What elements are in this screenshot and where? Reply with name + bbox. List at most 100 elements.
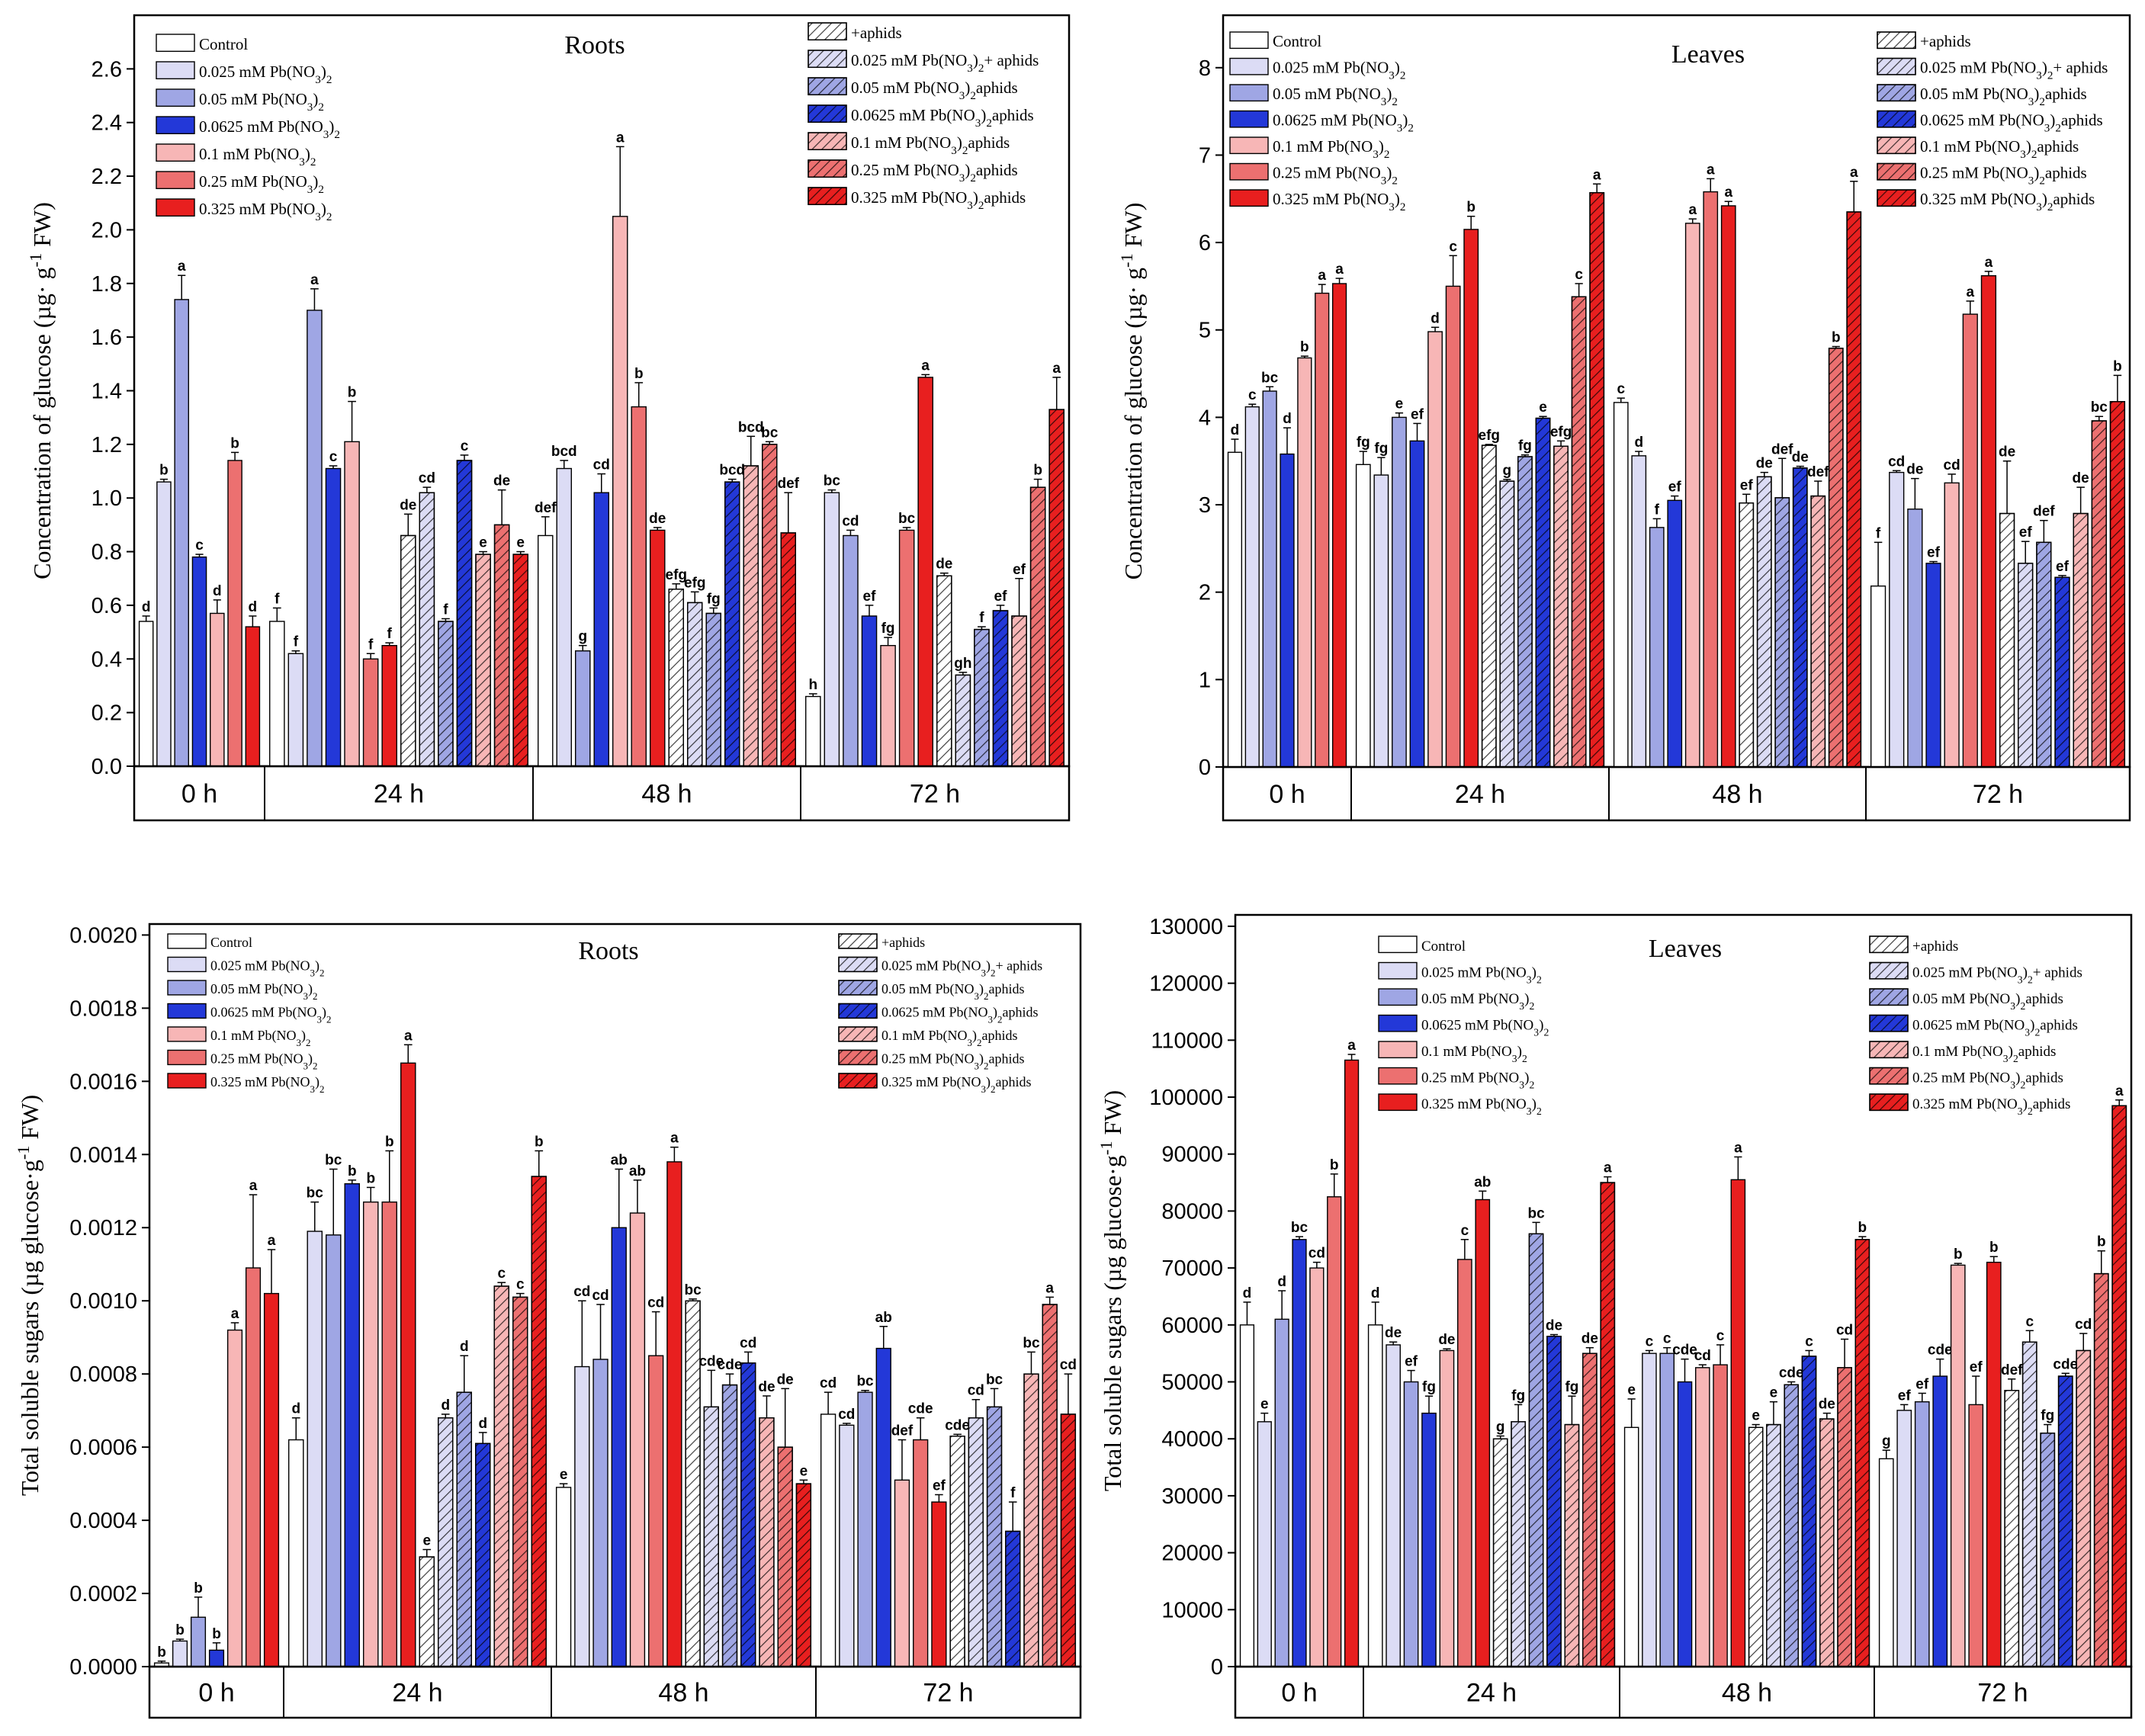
significance-label: ef — [1898, 1388, 1912, 1404]
bar — [381, 1201, 398, 1667]
legend-swatch — [1229, 189, 1269, 207]
y-tick-label: 20000 — [1161, 1542, 1223, 1566]
bar — [1649, 527, 1665, 768]
time-label: 48 h — [1722, 1679, 1772, 1708]
bar-hatch — [438, 621, 454, 767]
significance-label: e — [479, 535, 487, 551]
bar — [1439, 1349, 1455, 1667]
legend-label: 0.0625 mM Pb(NO3)2 — [199, 117, 340, 141]
y-tick-label: 0.0004 — [69, 1509, 137, 1533]
significance-label: e — [1539, 400, 1547, 416]
legend-swatch — [1378, 1014, 1418, 1032]
significance-label: ef — [1405, 1354, 1418, 1370]
bar — [556, 467, 573, 767]
bar-hatch — [685, 1300, 701, 1667]
significance-label: c — [1449, 239, 1457, 255]
time-label: 0 h — [198, 1679, 234, 1708]
y-tick-label: 8 — [1199, 56, 1211, 81]
legend-label: 0.1 mM Pb(NO3)2aphids — [851, 133, 1010, 157]
bar-hatch — [2040, 1433, 2056, 1667]
significance-label: ab — [611, 1152, 628, 1168]
bar — [894, 1479, 910, 1667]
bar — [1889, 471, 1905, 768]
bar — [611, 1227, 627, 1667]
legend-swatch — [156, 61, 195, 80]
bar-hatch — [1810, 495, 1826, 768]
legend-swatch-hatch — [808, 159, 847, 178]
legend-swatch-hatch — [838, 1003, 878, 1019]
significance-label: ab — [629, 1163, 646, 1179]
significance-label: cde — [1928, 1343, 1953, 1359]
bar — [880, 644, 896, 767]
significance-label: bc — [761, 425, 779, 441]
significance-label: ab — [1474, 1174, 1491, 1190]
bar — [1386, 1344, 1401, 1667]
bar — [1642, 1353, 1657, 1667]
significance-label: d — [460, 1339, 469, 1355]
legend-swatch-hatch — [1877, 136, 1916, 155]
significance-label: a — [1335, 262, 1344, 278]
bar-hatch — [1600, 1182, 1616, 1667]
significance-label: e — [1752, 1408, 1760, 1424]
bar-hatch — [1535, 417, 1551, 768]
bar — [1631, 455, 1647, 768]
significance-label: b — [1989, 1240, 1999, 1256]
bar-hatch — [1023, 1373, 1039, 1667]
significance-label: b — [194, 1580, 203, 1596]
legend-swatch — [156, 143, 195, 162]
significance-label: bc — [986, 1372, 1003, 1388]
y-tick-label: 0.0016 — [69, 1070, 137, 1094]
significance-label: efg — [1479, 428, 1501, 444]
significance-label: d — [213, 583, 222, 599]
significance-label: cd — [1060, 1357, 1077, 1373]
significance-label: b — [2113, 358, 2122, 374]
chart-title: Leaves — [1671, 40, 1745, 69]
legend-label: Control — [1273, 32, 1321, 50]
bar — [631, 406, 647, 767]
significance-label: c — [516, 1277, 525, 1293]
significance-label: d — [478, 1416, 487, 1432]
significance-label: cd — [1836, 1322, 1853, 1338]
significance-label: f — [368, 637, 374, 653]
bar — [1475, 1199, 1491, 1667]
legend-label: 0.0625 mM Pb(NO3)2aphids — [1920, 111, 2103, 134]
significance-label: g — [1496, 1419, 1505, 1435]
time-label: 48 h — [641, 780, 692, 809]
significance-label: a — [616, 130, 625, 146]
legend-swatch — [1229, 136, 1269, 155]
time-label: 48 h — [658, 1679, 708, 1708]
legend-swatch — [1229, 57, 1269, 75]
bar-hatch — [780, 532, 797, 767]
significance-label: def — [2001, 1362, 2023, 1378]
significance-label: c — [195, 537, 204, 554]
y-tick-label: 0.0020 — [69, 923, 137, 948]
legend-label: 0.0625 mM Pb(NO3)2 — [1421, 1017, 1549, 1038]
significance-label: f — [979, 610, 984, 626]
bar — [857, 1391, 873, 1667]
significance-label: fg — [1422, 1379, 1436, 1395]
significance-label: f — [275, 591, 280, 607]
bar-hatch — [1011, 615, 1027, 767]
bar — [555, 1487, 572, 1667]
bar-hatch — [1999, 512, 2015, 768]
legend-swatch-hatch — [808, 77, 847, 96]
legend-treatments: Control 0.025 mM Pb(NO3)2 0.05 mM Pb(NO3)2… — [1378, 935, 1549, 1116]
significance-label: de — [1581, 1331, 1598, 1347]
bar — [1980, 274, 1997, 768]
significance-label: e — [560, 1467, 568, 1483]
bar-hatch — [2091, 420, 2107, 768]
bar-hatch — [795, 1483, 812, 1667]
bar-hatch — [2111, 1105, 2127, 1667]
legend-label: 0.025 mM Pb(NO3)2+ aphids — [1912, 964, 2082, 985]
significance-label: d — [441, 1397, 450, 1414]
y-tick-label: 70000 — [1161, 1256, 1223, 1281]
significance-label: c — [1663, 1331, 1671, 1347]
bar — [1274, 1318, 1289, 1667]
significance-label: a — [249, 1178, 258, 1194]
bar — [400, 1062, 416, 1667]
significance-label: b — [1858, 1220, 1867, 1236]
bar-hatch — [949, 1436, 965, 1667]
bar-hatch — [1571, 296, 1587, 768]
bar-hatch — [1005, 1530, 1021, 1667]
significance-label: bc — [2091, 400, 2108, 416]
